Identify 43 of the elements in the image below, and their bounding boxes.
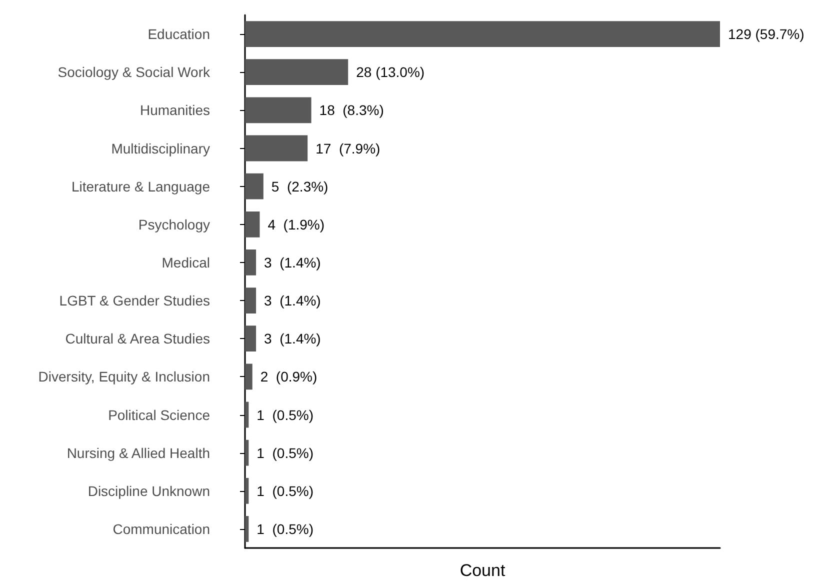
x-axis-title: Count xyxy=(460,561,506,580)
bar xyxy=(245,97,312,124)
data-label: 3 (1.4%) xyxy=(264,254,321,270)
bar xyxy=(245,21,720,47)
y-tick-label: Education xyxy=(148,26,210,42)
y-tick-label: Diversity, Equity & Inclusion xyxy=(38,368,210,385)
data-label: 4 (1.9%) xyxy=(268,216,325,232)
bar xyxy=(245,288,256,314)
y-tick-label: Discipline Unknown xyxy=(88,482,210,499)
bar xyxy=(245,59,348,86)
data-label: 1 (0.5%) xyxy=(256,406,314,423)
data-label: 3 (1.4%) xyxy=(264,330,321,347)
data-label: 2 (0.9%) xyxy=(260,368,318,385)
y-tick-label: LGBT & Gender Studies xyxy=(59,292,210,309)
data-label: 5 (2.3%) xyxy=(271,178,328,194)
data-label: 129 (59.7%) xyxy=(728,26,804,42)
data-label: 28 (13.0%) xyxy=(356,64,425,80)
y-tick-label: Medical xyxy=(162,254,210,270)
bar xyxy=(245,516,249,542)
bar xyxy=(245,440,249,466)
y-tick-label: Nursing & Allied Health xyxy=(66,444,210,461)
data-label: 18 (8.3%) xyxy=(319,102,384,118)
data-label: 1 (0.5%) xyxy=(256,520,314,537)
bar xyxy=(245,211,260,238)
y-tick-label: Cultural & Area Studies xyxy=(65,330,210,347)
y-tick-label: Literature & Language xyxy=(71,178,210,194)
y-tick-label: Psychology xyxy=(138,216,210,232)
y-tick-label: Humanities xyxy=(140,102,210,118)
data-label: 1 (0.5%) xyxy=(256,482,314,499)
data-label: 1 (0.5%) xyxy=(256,444,314,461)
bar xyxy=(245,173,264,200)
y-tick-label: Political Science xyxy=(108,406,210,423)
bar xyxy=(245,478,249,504)
data-label: 3 (1.4%) xyxy=(264,292,321,309)
bar xyxy=(245,402,249,428)
y-tick-label: Multidisciplinary xyxy=(111,140,210,156)
bar xyxy=(245,250,256,276)
data-label: 17 (7.9%) xyxy=(316,140,380,156)
bar xyxy=(245,326,256,352)
bar xyxy=(245,364,252,390)
bar xyxy=(245,135,308,162)
y-tick-label: Communication xyxy=(112,520,210,537)
y-tick-label: Sociology & Social Work xyxy=(58,64,211,80)
